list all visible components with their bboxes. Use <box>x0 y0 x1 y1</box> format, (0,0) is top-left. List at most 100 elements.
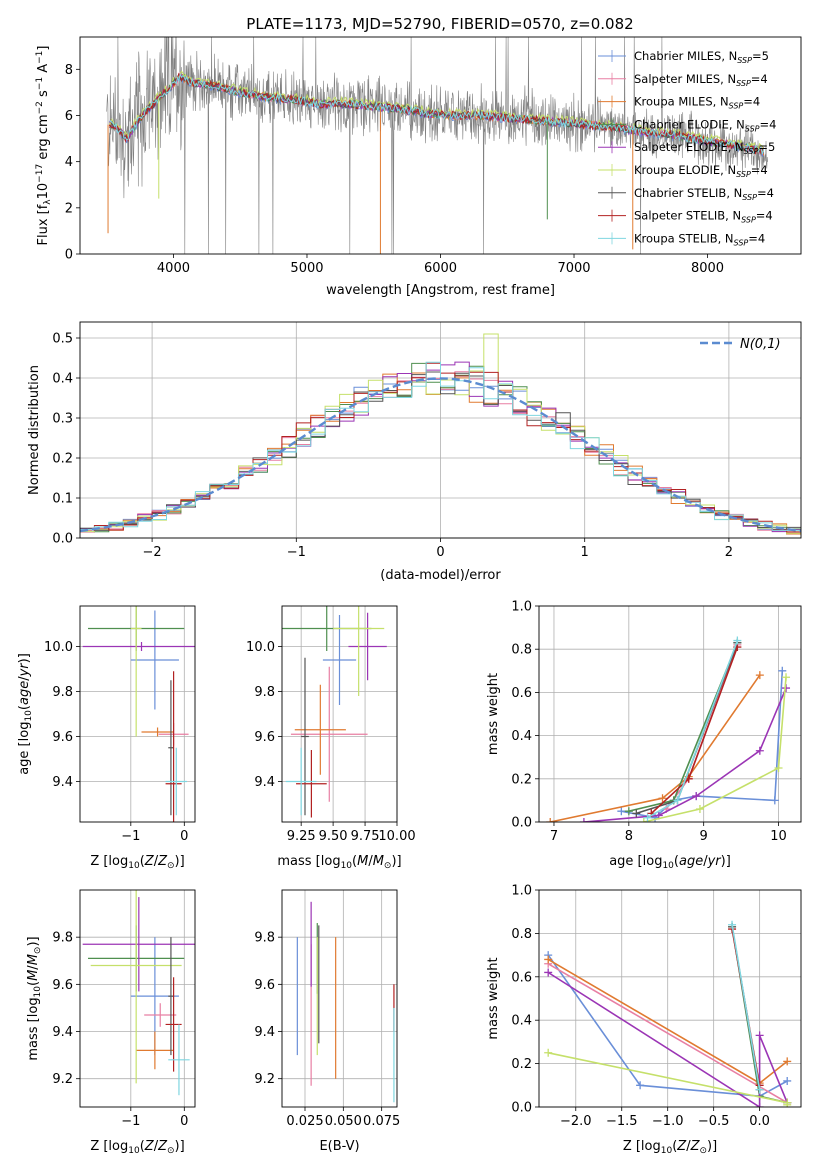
axes-mass-vs-EBV: 0.025 0.050 0.075 9.2 9.4 9.6 9.8 <box>254 890 400 1129</box>
y-tick-label: 0.2 <box>511 1057 532 1072</box>
ticks-spectrum: 4000 5000 6000 7000 8000 0 2 4 6 8 <box>65 63 724 276</box>
y-axis-label: mass weight <box>486 673 501 755</box>
x-tick-label: 0 <box>180 829 188 844</box>
series-point <box>636 1081 645 1090</box>
series-line <box>650 646 739 814</box>
series-point <box>755 1085 764 1094</box>
errorbar-point <box>130 610 179 710</box>
axes-frame <box>538 889 802 1108</box>
y-axis-label: age [log10(age/yr)] <box>17 653 34 775</box>
x-tick-label: 1 <box>581 545 589 560</box>
y-tick-label: 0.3 <box>52 412 73 427</box>
x-tick-label: −2.0 <box>560 1114 592 1129</box>
axes-spectrum: 4000 5000 6000 7000 8000 0 2 4 6 8 <box>65 63 724 276</box>
x-tick-label: 9 <box>700 829 708 844</box>
mass-weight-series <box>632 638 742 818</box>
errorbar-point <box>285 747 317 816</box>
x-tick-label: 0.050 <box>325 1114 362 1129</box>
x-tick-label: −1.5 <box>606 1114 638 1129</box>
axes-frame <box>79 321 802 539</box>
y-tick-label: 9.6 <box>52 730 73 745</box>
y-tick-label: 0.6 <box>511 970 532 985</box>
series-point <box>733 636 742 645</box>
mass-weight-series <box>643 636 742 822</box>
y-tick-label: 4 <box>65 155 73 170</box>
errorbar-point <box>165 671 182 822</box>
x-tick-label: 9.50 <box>319 829 348 844</box>
y-tick-label: 9.4 <box>52 1025 73 1040</box>
y-tick-label: 9.8 <box>254 931 275 946</box>
series-point <box>579 818 588 822</box>
x-axis-label: Z [log10(Z/Z⊙)] <box>90 854 184 871</box>
x-tick-label: 9.25 <box>287 829 316 844</box>
axes-frame <box>281 889 398 1108</box>
errorbar-point <box>168 937 174 1056</box>
series-point <box>544 1048 553 1057</box>
series-line <box>731 924 761 1090</box>
axes-frame <box>79 889 196 1108</box>
errorbar-point <box>136 1031 174 1070</box>
errorbar-point <box>90 890 182 1084</box>
y-tick-label: 9.4 <box>52 775 73 790</box>
y-tick-label: 0.1 <box>52 492 73 507</box>
errorbar-point <box>168 1024 190 1096</box>
legend-label: Kroupa MILES, NSSP=4 <box>634 95 760 111</box>
y-tick-label: 1.0 <box>511 600 532 615</box>
y-tick-label: 0.4 <box>52 372 73 387</box>
series-line <box>547 963 788 1104</box>
series-line <box>643 677 787 822</box>
series-point <box>544 968 553 977</box>
x-tick-label: 8000 <box>691 261 724 276</box>
errorbar-point <box>130 606 142 737</box>
x-tick-label: −1.0 <box>652 1114 684 1129</box>
errorbar-point <box>168 680 174 816</box>
ticks-mass-weight-vs-Z: −2.0 −1.5 −1.0 −0.5 0.0 0.0 0.2 0.4 0.6 0.8 1.0 <box>511 884 770 1130</box>
y-tick-label: 0 <box>65 248 73 263</box>
y-tick-label: 0.2 <box>52 452 73 467</box>
x-tick-label: 9.75 <box>351 829 380 844</box>
ticks-mass-weight-vs-age: 7 8 9 10 0.0 0.2 0.4 0.6 0.8 1.0 <box>511 600 787 845</box>
spectrum-model-line <box>109 72 765 155</box>
series-point <box>783 1100 792 1107</box>
x-axis-label: (data-model)/error <box>380 568 501 583</box>
errorbar-point <box>322 615 357 705</box>
axes-mass-weight-vs-Z: −2.0 −1.5 −1.0 −0.5 0.0 0.0 0.2 0.4 0.6 0.8 1.0 <box>511 884 801 1130</box>
legend-label: Salpeter MILES, NSSP=4 <box>634 72 768 88</box>
series-point <box>692 792 701 801</box>
histogram-step <box>80 361 801 531</box>
legend-label: Chabrier ELODIE, NSSP=4 <box>634 117 776 133</box>
y-tick-label: 0.4 <box>511 729 532 744</box>
y-tick-label: 9.6 <box>52 978 73 993</box>
errorbar-point <box>333 606 385 696</box>
x-axis-label: Z [log10(Z/Z⊙)] <box>623 1139 717 1156</box>
legend-label: Kroupa STELIB, NSSP=4 <box>634 231 765 247</box>
x-axis-label: age [log10(age/yr)] <box>609 854 731 871</box>
y-tick-label: 10.0 <box>246 640 275 655</box>
legend-label: Chabrier STELIB, NSSP=4 <box>634 186 774 202</box>
figure-title: PLATE=1173, MJD=52790, FIBERID=0570, z=0… <box>246 15 633 33</box>
series-point <box>546 818 555 822</box>
y-tick-label: 0.8 <box>511 643 532 658</box>
y-tick-label: 9.4 <box>254 775 275 790</box>
series-point <box>728 920 737 929</box>
x-tick-label: 0.075 <box>363 1114 400 1129</box>
series-point <box>755 671 764 680</box>
axes-residuals: −2 −1 0 1 2 0.0 0.1 0.2 0.3 0.4 0.5 <box>52 322 801 560</box>
x-tick-label: 5000 <box>290 261 323 276</box>
y-tick-label: 0.0 <box>511 1101 532 1116</box>
axes-frame <box>79 605 196 823</box>
series-point <box>770 796 779 805</box>
legend-spectrum: Chabrier MILES, NSSP=5 Salpeter MILES, NS… <box>598 49 776 247</box>
y-tick-label: 0.2 <box>511 772 532 787</box>
x-axis-label: mass [log10(M/M⊙)] <box>277 854 401 871</box>
y-tick-label: 6 <box>65 109 73 124</box>
y-tick-label: 1.0 <box>511 884 532 899</box>
y-tick-label: 0.4 <box>511 1014 532 1029</box>
series-point <box>673 796 682 805</box>
axes-mass-vs-Z: −1 0 9.2 9.4 9.6 9.8 <box>52 890 195 1129</box>
series-point <box>624 807 633 816</box>
series-point <box>755 746 764 755</box>
